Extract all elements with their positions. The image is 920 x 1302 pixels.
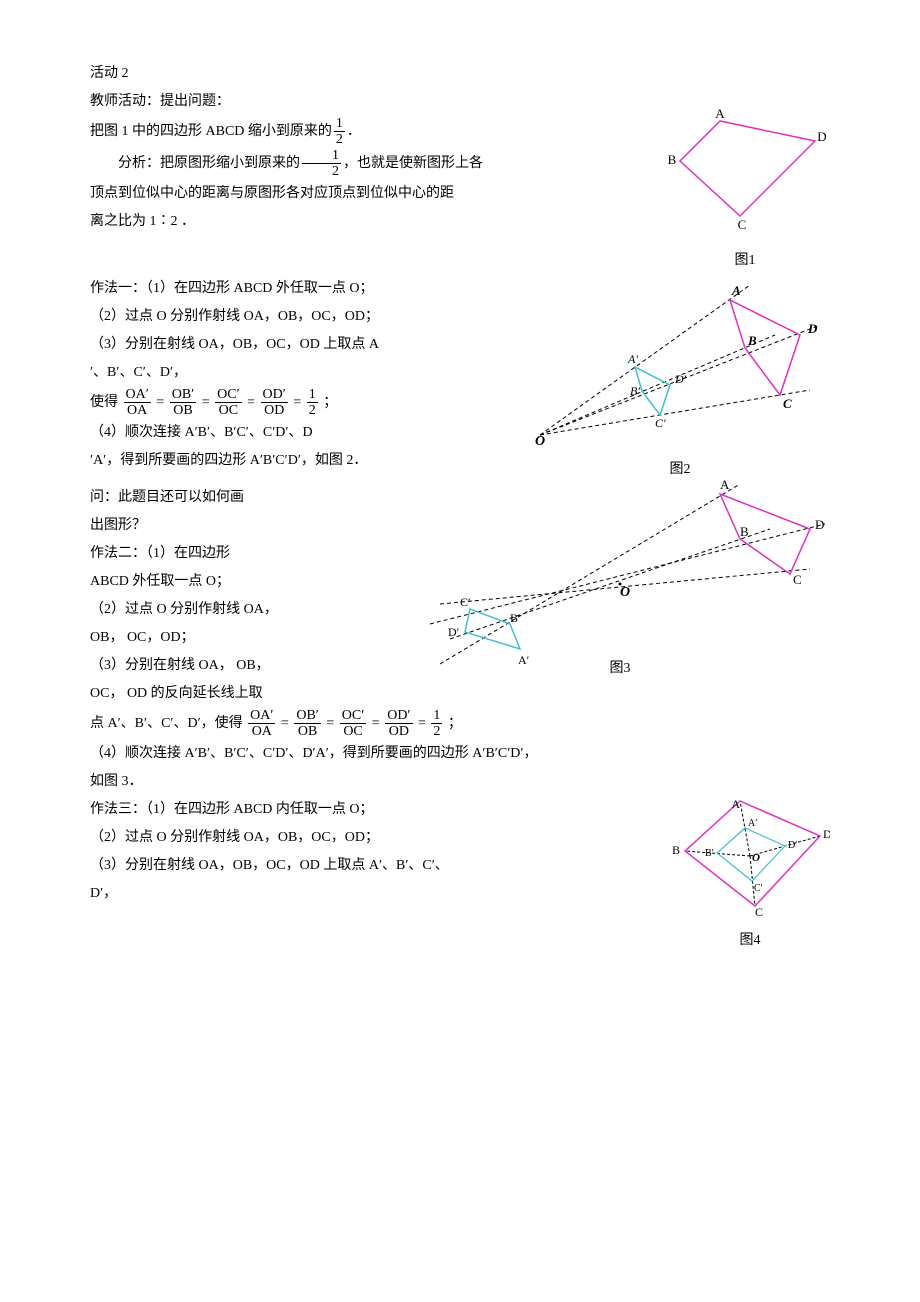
svg-text:D: D bbox=[815, 517, 824, 532]
svg-text:C′: C′ bbox=[460, 595, 471, 609]
svg-text:O: O bbox=[620, 585, 630, 600]
svg-text:C: C bbox=[738, 217, 747, 232]
svg-text:B′: B′ bbox=[705, 848, 714, 859]
svg-text:C′: C′ bbox=[655, 416, 666, 430]
svg-text:D′: D′ bbox=[674, 372, 687, 386]
figure-1: A B C D 图1 bbox=[660, 106, 830, 275]
document-body: 活动 2 教师活动：提出问题： A B C D 图1 把图 1 中的四边形 AB… bbox=[90, 60, 830, 955]
fig4-svg: A B C D A′ B′ C′ D′ O bbox=[670, 796, 830, 916]
svg-text:O: O bbox=[535, 434, 545, 445]
svg-text:D: D bbox=[823, 827, 830, 841]
svg-text:C: C bbox=[783, 396, 792, 411]
svg-text:D: D bbox=[807, 321, 818, 336]
figure-4: A B C D A′ B′ C′ D′ O 图4 bbox=[670, 796, 830, 955]
svg-text:A′: A′ bbox=[748, 818, 757, 829]
svg-text:C: C bbox=[755, 905, 763, 916]
svg-text:B′: B′ bbox=[510, 611, 521, 625]
fig1-svg: A B C D bbox=[660, 106, 830, 236]
svg-text:B: B bbox=[672, 843, 680, 857]
svg-text:A: A bbox=[720, 477, 730, 492]
method2-step4: （4）顺次连接 A′B′、B′C′、C′D′、D′A′，得到所要画的四边形 A′… bbox=[90, 740, 830, 768]
svg-text:D: D bbox=[817, 129, 826, 144]
fig1-caption: 图1 bbox=[660, 247, 830, 275]
svg-text:C: C bbox=[793, 572, 802, 587]
svg-text:A: A bbox=[715, 106, 725, 121]
svg-text:D′: D′ bbox=[788, 840, 797, 851]
fig2-svg: O A B C D A′ B′ C′ D′ bbox=[530, 275, 830, 445]
svg-text:B: B bbox=[668, 152, 677, 167]
svg-text:O: O bbox=[752, 852, 760, 864]
svg-text:B: B bbox=[740, 524, 749, 539]
svg-text:C′: C′ bbox=[754, 883, 763, 894]
fig3-svg: O A B C D A′ B′ C′ D′ bbox=[410, 474, 830, 674]
svg-text:B′: B′ bbox=[630, 384, 640, 398]
svg-text:A′: A′ bbox=[627, 352, 638, 366]
svg-text:D′: D′ bbox=[448, 625, 460, 639]
figure-3: O A B C D A′ B′ C′ D′ 图3 bbox=[410, 474, 830, 683]
svg-text:A: A bbox=[731, 283, 741, 298]
method2-step4b: 如图 3． bbox=[90, 768, 830, 796]
svg-text:A′: A′ bbox=[518, 653, 530, 667]
fig4-caption: 图4 bbox=[670, 927, 830, 955]
activity-title: 活动 2 bbox=[90, 60, 830, 88]
svg-text:B: B bbox=[747, 333, 757, 348]
svg-text:A: A bbox=[731, 797, 740, 811]
method2-step3c: 点 A′、B′、C′、D′，使得 OA′OA = OB′OB = OC′OC =… bbox=[90, 708, 830, 740]
figure-2: O A B C D A′ B′ C′ D′ 图2 bbox=[530, 275, 830, 484]
